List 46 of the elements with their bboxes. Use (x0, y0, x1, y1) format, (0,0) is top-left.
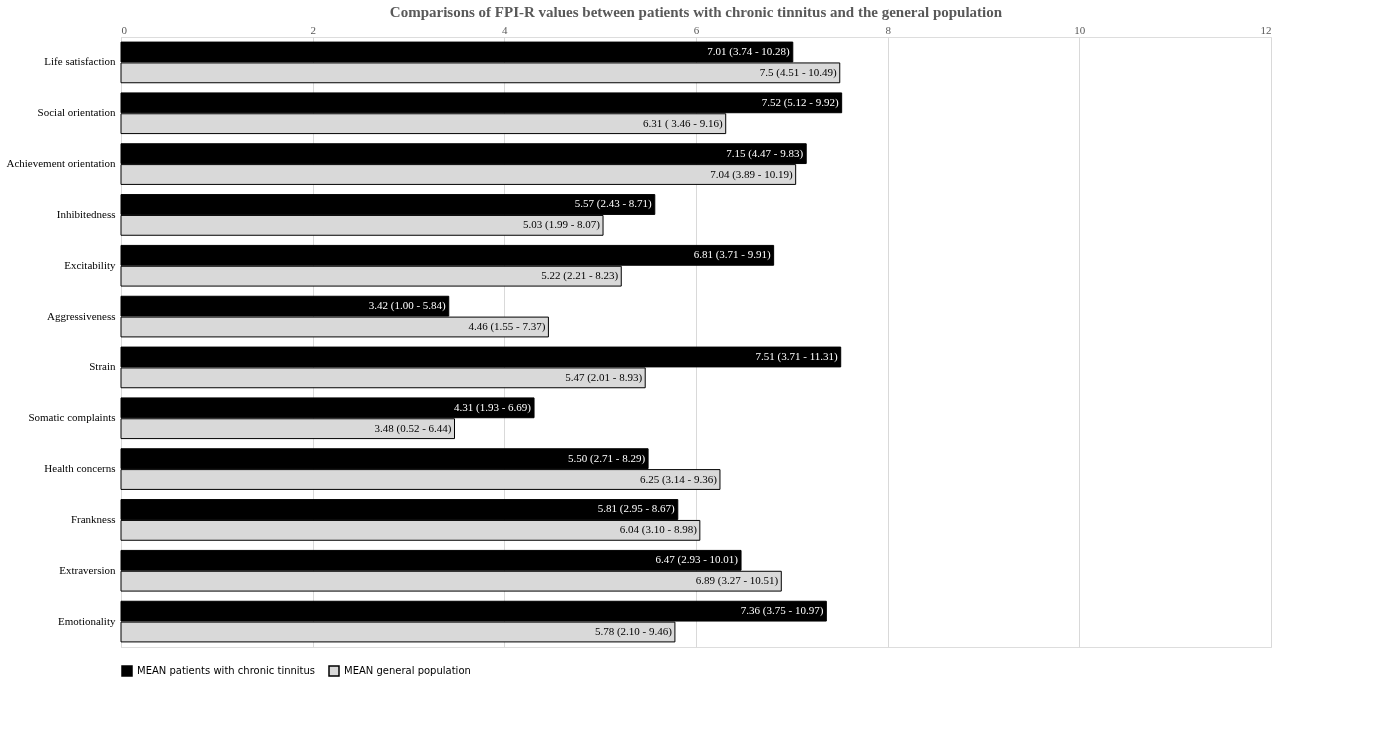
y-tick-label: Inhibitedness (56, 207, 116, 220)
chart-title: Comparisons of FPI-R values between patients with chronic tinnitus and the general population (389, 4, 1003, 20)
y-tick-label: Extraversion (59, 563, 116, 576)
data-label: 7.52 (5.12 - 9.92) (761, 95, 839, 109)
x-tick-label: 2 (310, 23, 316, 36)
y-tick-label: Emotionality (58, 614, 116, 627)
data-label: 7.5 (4.51 - 10.49) (759, 65, 838, 79)
data-label: 6.31 ( 3.46 - 9.16) (642, 116, 724, 130)
data-label: 7.01 (3.74 - 10.28) (707, 44, 791, 58)
data-label: 6.25 (3.14 - 9.36) (639, 472, 718, 486)
y-tick-label: Achievement orientation (6, 157, 116, 170)
data-label: 7.51 (3.71 - 11.31) (755, 349, 839, 363)
y-tick-label: Aggressiveness (47, 309, 116, 322)
x-tick-label: 8 (885, 23, 892, 36)
y-tick-label: Somatic complaints (28, 411, 116, 424)
x-tick-label: 6 (693, 23, 700, 36)
data-label: 6.04 (3.10 - 8.98) (619, 523, 698, 537)
data-label: 3.48 (0.52 - 6.44) (374, 421, 452, 435)
x-tick-label: 12 (1260, 23, 1272, 36)
data-label: 6.81 (3.71 - 9.91) (693, 248, 771, 262)
data-label: 5.47 (2.01 - 8.93) (565, 370, 643, 384)
y-tick-label: Life satisfaction (44, 55, 116, 68)
data-label: 5.50 (2.71 - 8.29) (568, 451, 646, 465)
data-label: 6.47 (2.93 - 10.01) (655, 553, 739, 567)
data-label: 3.42 (1.00 - 5.84) (368, 299, 447, 313)
data-label: 5.22 (2.21 - 8.23) (541, 269, 619, 283)
data-label: 5.81 (2.95 - 8.67) (597, 502, 676, 516)
data-label: 4.31 (1.93 - 6.69) (454, 400, 532, 414)
y-tick-label: Excitability (64, 258, 116, 271)
data-label: 7.04 (3.89 - 10.19) (710, 167, 793, 181)
y-tick-label: Frankness (70, 512, 116, 525)
data-label: 7.15 (4.47 - 9.83) (726, 146, 804, 160)
x-tick-label: 0 (121, 23, 128, 36)
data-label: 6.89 (3.27 - 10.51) (695, 574, 779, 588)
data-label: 5.03 (1.99 - 8.07) (523, 218, 601, 232)
x-tick-label: 4 (502, 23, 509, 36)
data-label: 5.78 (2.10 - 9.46) (594, 625, 673, 639)
legend-label: MEAN general population (344, 665, 471, 676)
data-label: 4.46 (1.55 - 7.37) (468, 320, 546, 334)
y-tick-label: Social orientation (37, 106, 116, 119)
data-label: 7.36 (3.75 - 10.97) (740, 604, 824, 618)
x-tick-label: 10 (1074, 23, 1086, 36)
data-label: 5.57 (2.43 - 8.71) (574, 197, 653, 211)
legend-label: MEAN patients with chronic tinnitus (137, 665, 316, 676)
y-tick-label: Strain (89, 360, 116, 373)
y-tick-label: Health concerns (44, 462, 116, 475)
